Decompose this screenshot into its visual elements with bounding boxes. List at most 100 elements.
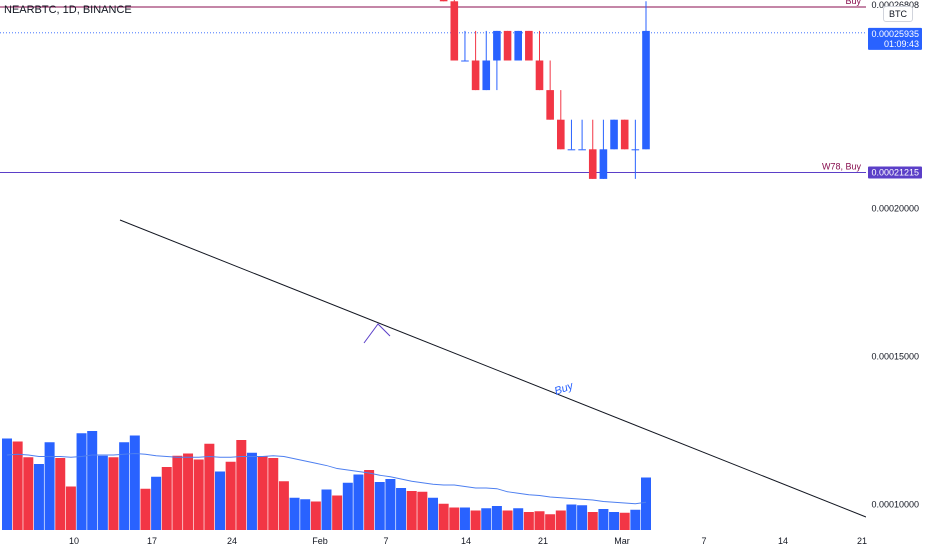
volume-bar xyxy=(385,479,396,530)
candle-body xyxy=(610,119,618,150)
volume-bar xyxy=(619,512,630,530)
volume-bar xyxy=(396,488,407,530)
volume-bar xyxy=(523,512,534,530)
trendline-buy-label: Buy xyxy=(553,380,576,398)
current-price-tag xyxy=(868,27,922,50)
volume-bar xyxy=(417,491,428,530)
candle xyxy=(482,30,491,91)
time-tick-label: 24 xyxy=(227,536,237,546)
price-tick-label: 0.00026808 xyxy=(871,0,919,10)
volume-bar xyxy=(129,435,140,530)
time-tick-label: 21 xyxy=(538,536,548,546)
volume-bar xyxy=(491,506,502,530)
volume-bar xyxy=(534,511,545,530)
currency-badge[interactable]: BTC xyxy=(883,6,913,22)
symbol-title: NEARBTC, 1D, BINANCE xyxy=(4,4,132,16)
level-price-tag-text: 0.00021215 xyxy=(871,168,919,178)
time-axis: 10 17 24 Feb 7 14 21 Mar 7 14 21 xyxy=(69,536,867,546)
candle-body xyxy=(642,30,650,150)
candle xyxy=(535,30,544,91)
volume-bar xyxy=(587,512,598,530)
volume-bar xyxy=(449,507,460,530)
countdown-text: 01:09:43 xyxy=(884,39,919,49)
volume-bar xyxy=(193,459,204,530)
trendline xyxy=(119,219,867,518)
time-tick-label: 14 xyxy=(778,536,788,546)
volume-bar xyxy=(225,461,236,530)
time-tick-label: Mar xyxy=(614,536,630,546)
volume-bar xyxy=(598,509,609,530)
candle-body xyxy=(620,119,629,150)
volume-bar xyxy=(204,443,215,530)
volume-bar xyxy=(23,457,34,530)
candle-body xyxy=(557,119,565,150)
volume-bar xyxy=(87,431,98,530)
price-tick-label: 0.00010000 xyxy=(871,500,919,510)
candle xyxy=(588,119,597,179)
candle-body xyxy=(471,60,480,91)
candle xyxy=(567,119,576,151)
candle xyxy=(610,119,618,150)
volume-bar xyxy=(310,501,321,530)
volume-bar xyxy=(609,512,620,530)
candle-body xyxy=(482,60,491,91)
volume-bar xyxy=(246,452,257,530)
candle-body xyxy=(525,30,533,61)
level-label: Buy xyxy=(845,0,861,6)
current-price-tag-text: 0.00025935 xyxy=(871,29,919,39)
price-axis-bg xyxy=(866,0,932,550)
volume-bar xyxy=(97,455,108,530)
volume-bar xyxy=(140,488,151,530)
volume-bar xyxy=(65,486,76,530)
volume-bar xyxy=(2,438,12,530)
candle xyxy=(642,1,650,150)
candle xyxy=(525,30,533,61)
volume-bar xyxy=(438,503,449,530)
time-tick-label: 14 xyxy=(461,536,471,546)
volume-bar xyxy=(108,457,119,530)
candle-body xyxy=(493,30,501,61)
volume-bar xyxy=(278,481,289,530)
volume-bar xyxy=(459,507,470,530)
candle-body xyxy=(514,30,522,61)
volume-bar xyxy=(406,491,417,530)
volume-bar xyxy=(236,440,247,530)
candle xyxy=(599,119,608,179)
volume-bar xyxy=(321,489,332,530)
time-tick-label: 7 xyxy=(383,536,388,546)
volume-bar xyxy=(502,510,513,530)
price-tick-label: 0.00020000 xyxy=(871,204,919,214)
volume-bar xyxy=(215,471,225,530)
volume-bar xyxy=(555,510,566,530)
candle xyxy=(439,0,448,2)
volume-bar xyxy=(119,442,130,530)
price-axis: 0.000750000.000700000.000650000.00060000… xyxy=(866,0,932,550)
candle xyxy=(631,119,640,179)
volume-bar xyxy=(513,508,524,530)
level-price-tag xyxy=(868,166,922,179)
volume-ma-line xyxy=(6,453,647,505)
volume-ma-layer xyxy=(6,453,647,505)
volume-bar xyxy=(332,495,343,530)
candle-body xyxy=(599,149,608,179)
time-tick-label: 7 xyxy=(701,536,706,546)
volume-bar xyxy=(55,458,66,530)
volume-bar xyxy=(566,504,577,530)
candle xyxy=(514,30,522,61)
levels-layer: Sell or Take ProfitSell or Take ProfitSe… xyxy=(0,0,866,174)
volume-bar xyxy=(577,505,588,530)
candle-body xyxy=(567,149,576,151)
time-tick-label: 21 xyxy=(857,536,867,546)
volume-bar xyxy=(161,467,172,530)
volume-bar xyxy=(44,442,55,530)
time-tick-label: 10 xyxy=(69,536,79,546)
level-label: W78, Buy xyxy=(822,162,862,172)
volume-bar xyxy=(183,453,194,530)
candles-layer xyxy=(439,0,650,179)
candle xyxy=(578,119,586,151)
volume-layer xyxy=(2,431,651,530)
candle-body xyxy=(546,90,554,120)
volume-bar xyxy=(257,456,268,530)
